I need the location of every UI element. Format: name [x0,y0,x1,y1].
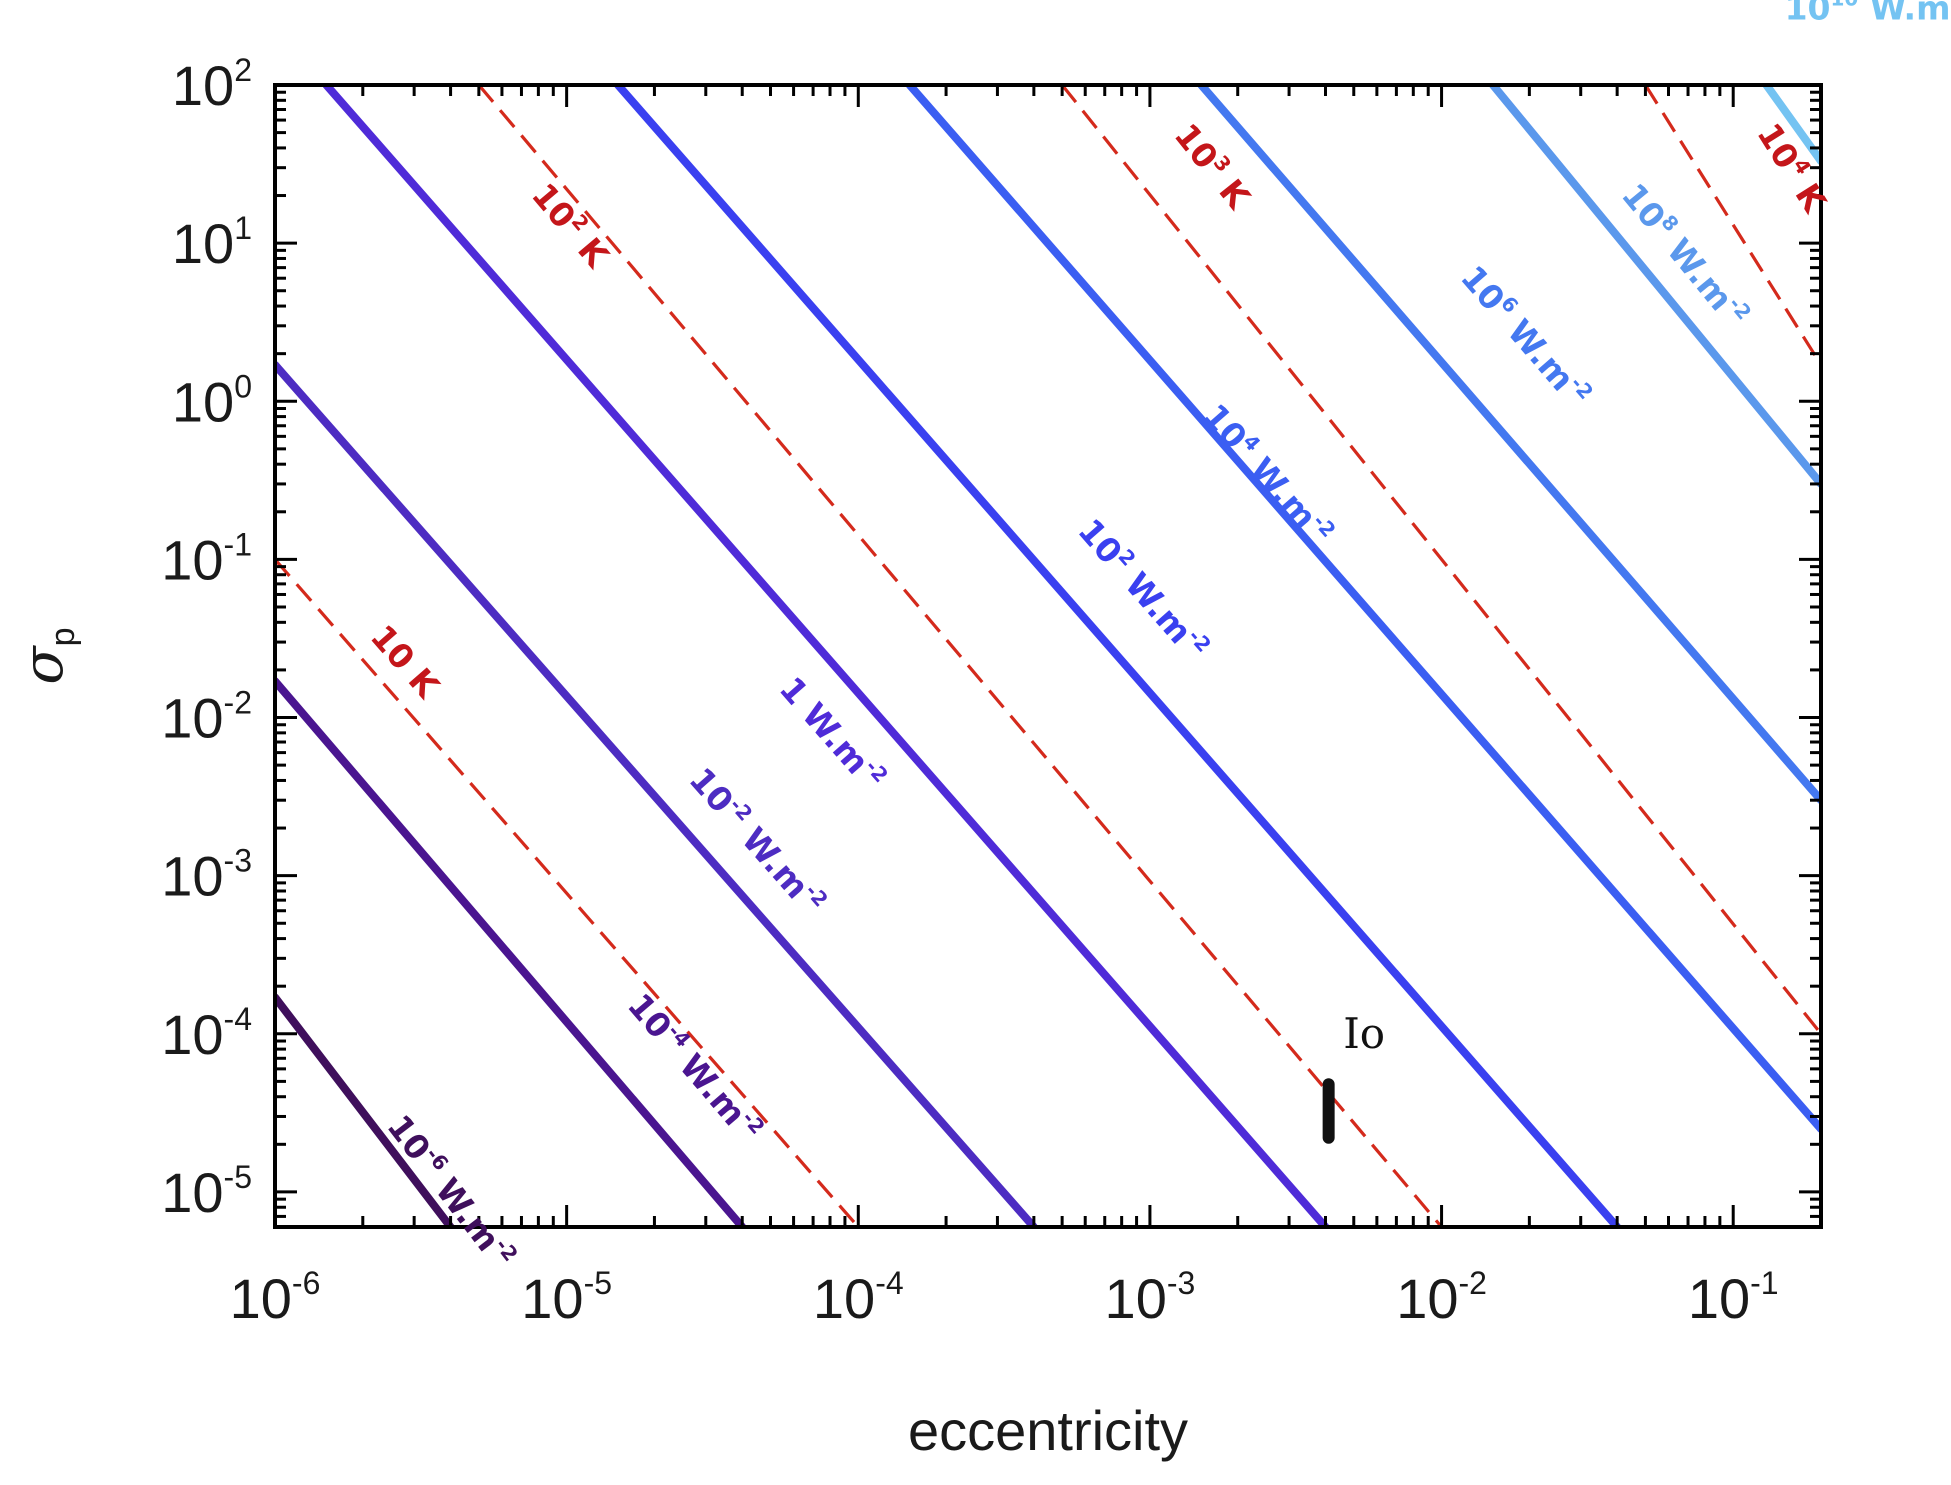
temperature-contour-temp-1e2k [477,85,1443,1227]
ticks-layer: 10-6 10-5 10-4 10-3 10-2 10-110210110010-110-… [161,52,1823,1330]
y-tick-label: 10-3 [161,843,252,908]
tick-label-base: 10 [161,687,223,750]
y-axis-title: σp [11,627,82,684]
temperature-contour-temp-1e3k [1060,85,1821,1035]
contour-label-unit: W.m [1858,0,1950,27]
y-tick-label: 10-5 [161,1159,252,1224]
x-tick-label: 10-4 [813,1265,904,1330]
tick-label-exponent: 2 [234,52,252,88]
flux-contour-flux-1e6 [1197,85,1821,805]
tick-label-exponent: -3 [1167,1265,1195,1301]
y-tick-label: 102 [172,52,252,117]
tick-label-base: 10 [172,54,234,117]
flux-contour-flux-1e4 [905,85,1821,1133]
contour-label-exponent: 10 [1831,0,1859,10]
tick-label-exponent: -6 [292,1265,320,1301]
tick-label-exponent: -2 [224,685,252,721]
tick-label-exponent: -5 [224,1159,252,1195]
tick-label-base: 10 [172,370,234,433]
flux-contour-flux-1e-2 [275,360,1038,1227]
x-tick-label: 10-1 [1688,1265,1779,1330]
y-tick-label: 10-4 [161,1001,252,1066]
tick-label-base: 10 [161,1003,223,1066]
y-axis-subscript: p [44,627,82,646]
temperature-contour-temp-10k [275,558,860,1227]
tick-label-exponent: -1 [1750,1265,1778,1301]
x-tick-label: 10-2 [1396,1265,1487,1330]
x-tick-label: 10-3 [1105,1265,1196,1330]
temperature-contour-temp-1e4k [1644,85,1821,366]
tick-label-base: 10 [161,1161,223,1224]
tick-label-base: 10 [1105,1267,1167,1330]
x-axis-title: eccentricity [908,1399,1188,1462]
tick-label-exponent: -2 [1458,1265,1486,1301]
contour-label-flux-1e10: 1010 W.m-2 [1785,0,1951,27]
series-layer [275,85,1821,1227]
tick-label-exponent: -4 [224,1001,252,1037]
tick-label-base: 10 [161,528,223,591]
flux-contour-flux-1e8 [1488,85,1821,488]
y-tick-label: 100 [172,368,252,433]
annotation-layer: Io [1322,1009,1385,1144]
flux-contour-flux-1 [322,85,1330,1227]
tick-label-exponent: -5 [584,1265,612,1301]
flux-contour-flux-1e2 [613,85,1622,1227]
tick-label-exponent: -1 [224,526,252,562]
tick-label-exponent: -4 [875,1265,903,1301]
y-tick-label: 10-1 [161,526,252,591]
x-tick-label: 10-5 [521,1265,612,1330]
contour-label-base: 10 [1785,0,1831,27]
tick-label-base: 10 [813,1267,875,1330]
tick-label-base: 10 [1396,1267,1458,1330]
tick-label-base: 10 [161,845,223,908]
flux-contour-flux-1e-4 [275,677,747,1227]
x-tick-label: 10-6 [230,1265,321,1330]
tick-label-base: 10 [1688,1267,1750,1330]
tick-label-exponent: 1 [234,210,252,246]
flux-contour-flux-1e-6 [275,993,455,1227]
plot-frame [273,83,1823,1229]
io-label: Io [1343,1009,1385,1058]
y-tick-label: 10-2 [161,685,252,750]
y-axis-symbol: σ [11,645,76,685]
tick-label-base: 10 [230,1267,292,1330]
tick-label-exponent: 0 [234,368,252,404]
y-tick-label: 101 [172,210,252,275]
tick-label-base: 10 [521,1267,583,1330]
tick-label-exponent: -3 [224,843,252,879]
tick-label-base: 10 [172,212,234,275]
